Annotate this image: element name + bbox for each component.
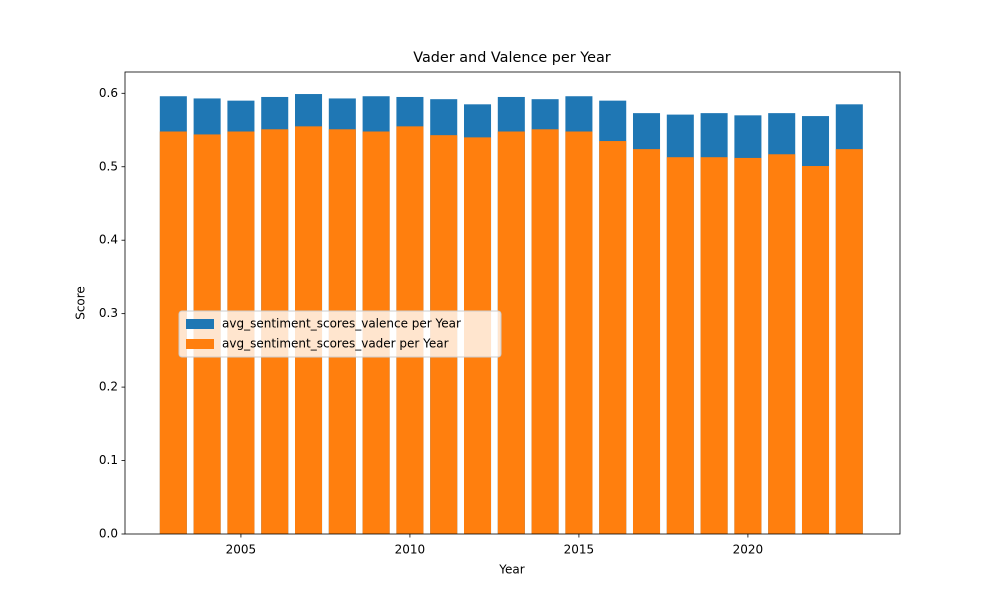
y-tick-label: 0.4: [99, 233, 118, 247]
chart-title: Vader and Valence per Year: [413, 50, 611, 66]
bar: [835, 149, 863, 534]
bar: [768, 154, 796, 534]
bar: [700, 157, 728, 534]
y-tick-label: 0.0: [99, 527, 118, 541]
plot-frame: [124, 71, 901, 535]
bar: [632, 149, 661, 534]
bar: [565, 131, 593, 534]
bar: [497, 131, 525, 534]
x-tick-label: 2015: [564, 543, 595, 557]
legend-box: [178, 310, 502, 358]
y-tick-label: 0.3: [99, 306, 118, 320]
bar: [599, 141, 627, 535]
x-tick-label: 2010: [395, 543, 426, 557]
legend-label: avg_sentiment_scores_valence per Year: [222, 317, 461, 331]
bar: [531, 129, 559, 534]
y-axis-label: Score: [74, 286, 88, 320]
legend-swatch: [186, 339, 214, 349]
x-tick-label: 2020: [733, 543, 764, 557]
bar: [666, 157, 694, 534]
y-tick-label: 0.5: [99, 159, 118, 173]
bar: [734, 157, 762, 534]
x-axis-label: Year: [498, 563, 524, 577]
y-tick-label: 0.1: [99, 453, 118, 467]
x-tick-label: 2005: [226, 543, 257, 557]
legend-label: avg_sentiment_scores_vader per Year: [222, 337, 449, 351]
legend-swatch: [186, 319, 214, 329]
y-tick-label: 0.2: [99, 380, 118, 394]
bar: [801, 166, 830, 534]
y-tick-label: 0.6: [99, 86, 118, 100]
